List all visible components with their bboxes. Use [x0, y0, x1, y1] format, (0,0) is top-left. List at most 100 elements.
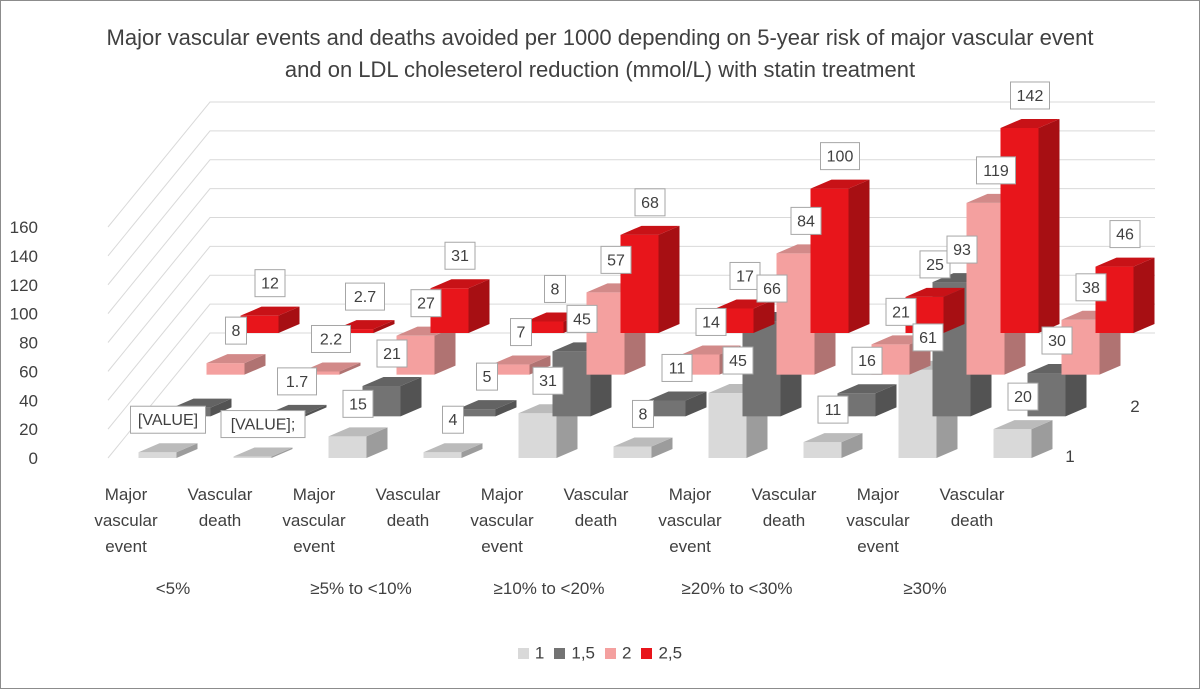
data-label: 68 — [634, 188, 666, 217]
data-label: 61 — [912, 323, 944, 352]
legend-item: 2 — [605, 643, 631, 664]
svg-text:30: 30 — [1048, 333, 1066, 350]
data-label: 100 — [820, 142, 860, 171]
category-label: Vascular death — [188, 485, 253, 530]
data-label: 4 — [442, 405, 464, 434]
group-label: ≥20% to <30% — [682, 579, 793, 598]
svg-text:16: 16 — [858, 353, 876, 370]
group-label: ≥5% to <10% — [310, 579, 411, 598]
svg-text:2.7: 2.7 — [354, 289, 376, 306]
y-tick-label: 20 — [19, 420, 38, 439]
data-label: 12 — [254, 269, 286, 298]
data-label: [VALUE] — [130, 405, 206, 434]
group-label: <5% — [156, 579, 191, 598]
svg-text:21: 21 — [892, 304, 910, 321]
legend-swatch — [605, 648, 616, 660]
chart-title: Major vascular events and deaths avoided… — [106, 25, 1094, 82]
y-tick-label: 60 — [19, 362, 38, 381]
bar — [647, 391, 707, 417]
group-label: ≥30% — [903, 579, 946, 598]
data-label: 2.2 — [311, 324, 351, 353]
legend-item: 2,5 — [641, 643, 682, 664]
data-label: 8 — [225, 316, 247, 345]
data-label: [VALUE]; — [220, 410, 306, 439]
data-label: 15 — [342, 389, 374, 418]
bar — [138, 443, 198, 458]
svg-text:46: 46 — [1116, 227, 1134, 244]
bar — [206, 354, 266, 375]
group-label: ≥10% to <20% — [494, 579, 605, 598]
bar — [457, 400, 517, 417]
y-tick-label: 120 — [10, 276, 38, 295]
data-label: 57 — [600, 245, 632, 274]
category-label: Major vascular event — [846, 485, 910, 556]
gridline — [107, 130, 1155, 257]
bar — [620, 225, 680, 333]
category-labels: Major vascular event Vascular death Major vasc… — [94, 485, 1004, 556]
y-tick-label: 40 — [19, 391, 38, 410]
svg-text:1.7: 1.7 — [286, 374, 308, 391]
svg-text:27: 27 — [417, 296, 435, 313]
legend-label: 2 — [622, 643, 632, 663]
category-label: Vascular death — [940, 485, 1005, 530]
data-label: 8 — [544, 274, 566, 303]
bar — [803, 433, 863, 458]
svg-text:142: 142 — [1017, 88, 1044, 105]
svg-text:8: 8 — [639, 406, 648, 423]
gridline — [107, 101, 1155, 228]
svg-text:38: 38 — [1082, 280, 1100, 297]
svg-text:45: 45 — [573, 311, 591, 328]
bar — [233, 447, 293, 458]
y-tick-label: 100 — [10, 305, 38, 324]
svg-text:[VALUE];: [VALUE]; — [231, 417, 296, 434]
data-label: 5 — [476, 362, 498, 391]
data-label: 8 — [632, 399, 654, 428]
svg-text:84: 84 — [797, 213, 815, 230]
category-label: Major vascular event — [658, 485, 722, 556]
svg-text:57: 57 — [607, 252, 625, 269]
svg-text:12: 12 — [261, 276, 279, 293]
data-label: 31 — [532, 366, 564, 395]
svg-text:17: 17 — [736, 268, 754, 285]
bar — [240, 306, 300, 333]
data-label: 46 — [1109, 220, 1141, 249]
data-label: 2.7 — [345, 282, 385, 311]
svg-text:7: 7 — [517, 325, 526, 342]
svg-text:11: 11 — [825, 402, 842, 419]
depth-label: 2 — [1130, 397, 1139, 416]
bar — [715, 299, 775, 333]
data-label: 7 — [510, 318, 532, 347]
bar — [518, 404, 578, 458]
data-label: 45 — [566, 304, 598, 333]
data-label: 17 — [729, 261, 761, 290]
data-label: 31 — [444, 241, 476, 270]
data-label: 21 — [376, 339, 408, 368]
legend-item: 1 — [517, 643, 544, 664]
bar — [328, 427, 388, 458]
svg-text:[VALUE]: [VALUE] — [138, 412, 198, 429]
svg-text:11: 11 — [669, 360, 686, 377]
legend-item: 1,5 — [554, 643, 595, 664]
svg-text:68: 68 — [641, 195, 659, 212]
svg-text:15: 15 — [349, 396, 367, 413]
data-label: 119 — [976, 156, 1016, 185]
category-label: Vascular death — [752, 485, 817, 530]
data-label: 142 — [1010, 81, 1050, 110]
legend-swatch — [554, 648, 566, 660]
category-label: Major vascular event — [282, 485, 346, 556]
y-tick-label: 160 — [10, 218, 38, 237]
depth-axis-labels: 12 — [1065, 397, 1139, 466]
data-label: 84 — [790, 206, 822, 235]
category-label: Major vascular event — [94, 485, 158, 556]
svg-text:2.2: 2.2 — [320, 331, 342, 348]
data-label: 25 — [919, 250, 951, 279]
y-axis-ticks: 0 20 40 60 80 100 120 140 160 — [10, 218, 38, 468]
legend-swatch — [517, 648, 529, 660]
bar — [993, 420, 1053, 458]
svg-text:21: 21 — [383, 346, 401, 363]
data-label: 1.7 — [277, 367, 317, 396]
svg-text:31: 31 — [539, 373, 557, 390]
category-label: Vascular death — [564, 485, 629, 530]
